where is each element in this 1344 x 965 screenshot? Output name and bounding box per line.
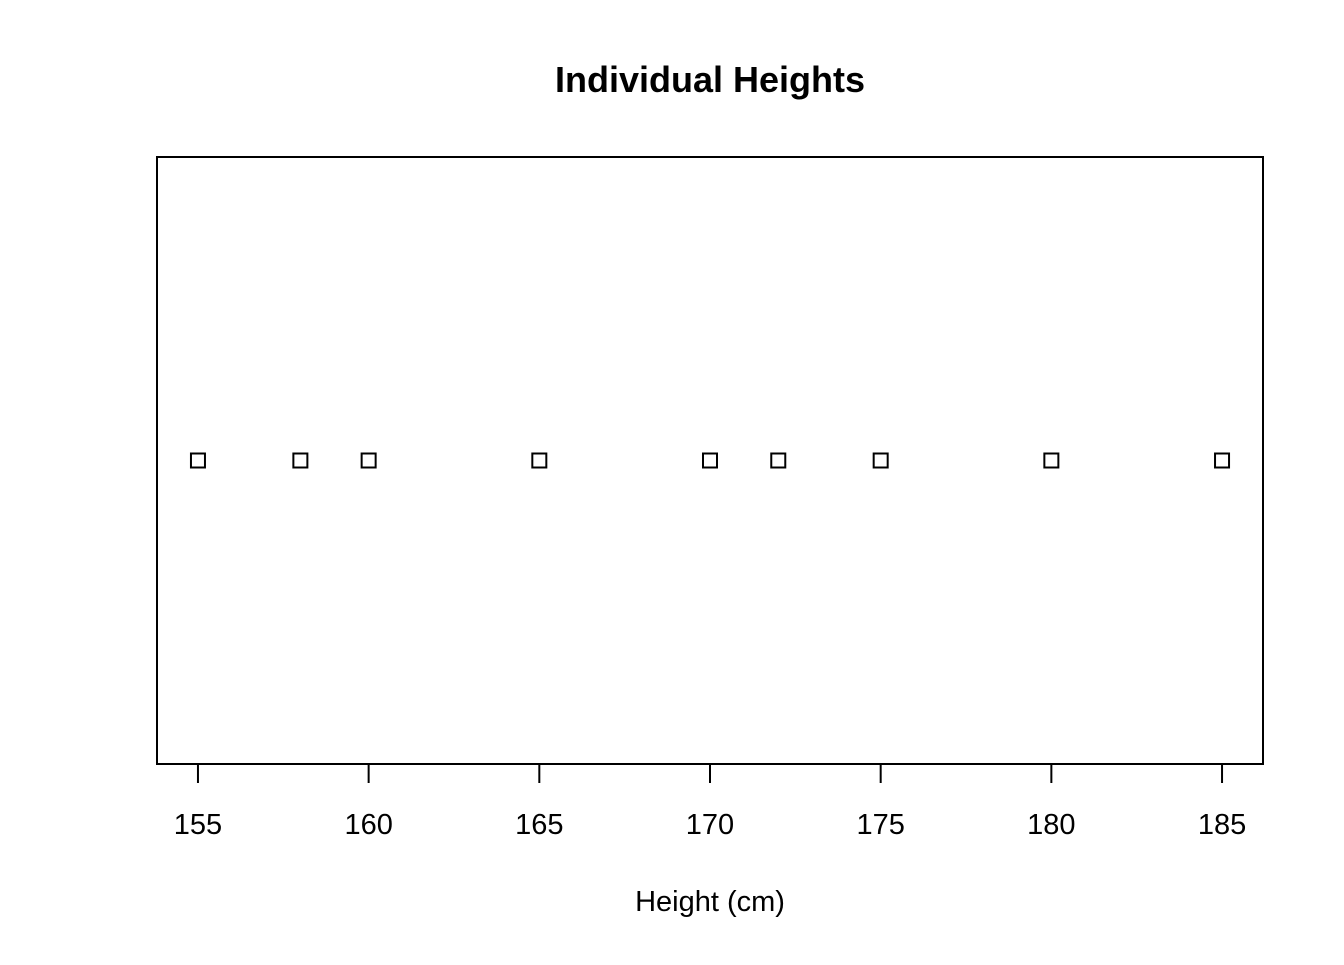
x-tick-label: 180 bbox=[1027, 809, 1075, 841]
data-point bbox=[702, 452, 718, 469]
x-axis: 155 160 165 170 175 180 185 bbox=[174, 763, 1246, 841]
data-point bbox=[292, 452, 309, 469]
x-tick-label: 160 bbox=[344, 809, 392, 841]
x-tick-label: 185 bbox=[1198, 809, 1246, 841]
data-point bbox=[872, 452, 889, 469]
data-points bbox=[189, 452, 1231, 469]
x-tick-label: 165 bbox=[515, 809, 563, 841]
plot-frame bbox=[156, 156, 1264, 765]
chart-title: Individual Heights bbox=[555, 59, 865, 100]
data-point bbox=[1214, 452, 1231, 469]
data-point bbox=[189, 452, 206, 469]
data-point bbox=[1043, 452, 1060, 469]
x-tick-label: 170 bbox=[686, 809, 734, 841]
x-tick-label: 155 bbox=[174, 809, 222, 841]
x-axis-title: Height (cm) bbox=[635, 886, 785, 918]
x-tick-label: 175 bbox=[856, 809, 904, 841]
data-point bbox=[770, 452, 787, 469]
data-point bbox=[531, 452, 548, 469]
data-point bbox=[360, 452, 377, 469]
